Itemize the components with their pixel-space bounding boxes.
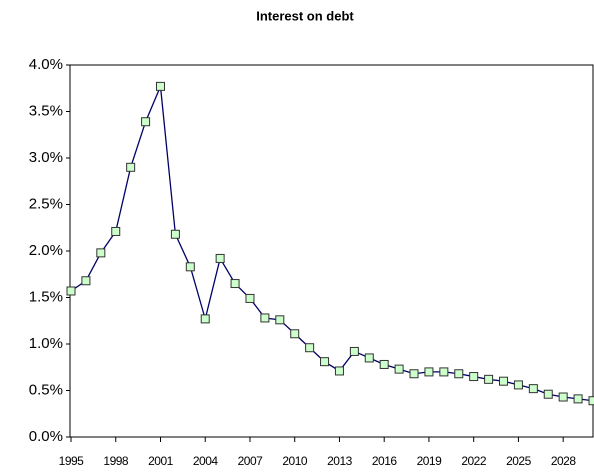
data-line <box>70 86 594 402</box>
x-tick-label: 2004 <box>193 454 219 468</box>
data-point <box>499 376 509 386</box>
x-tick-label: 2001 <box>148 454 174 468</box>
data-point <box>558 392 568 402</box>
data-point <box>409 369 419 379</box>
data-point <box>230 279 240 289</box>
data-point <box>260 313 270 323</box>
data-point <box>528 384 538 394</box>
y-tick-label: 2.5% <box>29 195 63 212</box>
y-tick-label: 1.5% <box>29 288 63 305</box>
y-tick-label: 0.5% <box>29 381 63 398</box>
chart-title: Interest on debt <box>256 8 354 23</box>
data-point <box>126 162 136 172</box>
data-point <box>349 346 359 356</box>
data-point <box>305 343 315 353</box>
data-point <box>141 117 151 127</box>
y-tick-label: 2.0% <box>29 242 63 259</box>
x-tick-label: 2013 <box>327 454 353 468</box>
x-tick-label: 2022 <box>461 454 487 468</box>
data-point <box>424 367 434 377</box>
data-point <box>111 226 121 236</box>
y-tick-label: 3.5% <box>29 102 63 119</box>
data-point <box>394 364 404 374</box>
data-point <box>364 353 374 363</box>
x-tick-label: 1998 <box>103 454 129 468</box>
data-point <box>155 81 165 91</box>
data-point <box>379 359 389 369</box>
data-point <box>81 276 91 286</box>
data-point <box>334 366 344 376</box>
y-tick-label: 1.0% <box>29 335 63 352</box>
data-point <box>200 314 210 324</box>
data-point <box>513 380 523 390</box>
x-tick-label: 1995 <box>59 454 85 468</box>
data-point <box>439 367 449 377</box>
data-point <box>170 229 180 239</box>
data-point <box>484 374 494 384</box>
y-tick-label: 0.0% <box>29 428 63 445</box>
y-tick-label: 3.0% <box>29 149 63 166</box>
x-tick-label: 2028 <box>551 454 577 468</box>
data-point <box>215 253 225 263</box>
data-point <box>320 357 330 367</box>
x-tick-label: 2025 <box>506 454 532 468</box>
data-point <box>454 369 464 379</box>
data-point <box>66 286 76 296</box>
data-point <box>275 315 285 325</box>
data-point <box>245 293 255 303</box>
data-point <box>588 396 594 406</box>
x-tick-label: 2010 <box>282 454 308 468</box>
x-tick-label: 2007 <box>238 454 264 468</box>
data-point <box>543 389 553 399</box>
x-tick-label: 2016 <box>372 454 398 468</box>
x-tick-label: 2019 <box>417 454 443 468</box>
data-point <box>96 248 106 258</box>
data-point <box>185 262 195 272</box>
data-point <box>573 394 583 404</box>
data-point <box>290 329 300 339</box>
y-tick-label: 4.0% <box>29 56 63 73</box>
data-point <box>469 372 479 382</box>
